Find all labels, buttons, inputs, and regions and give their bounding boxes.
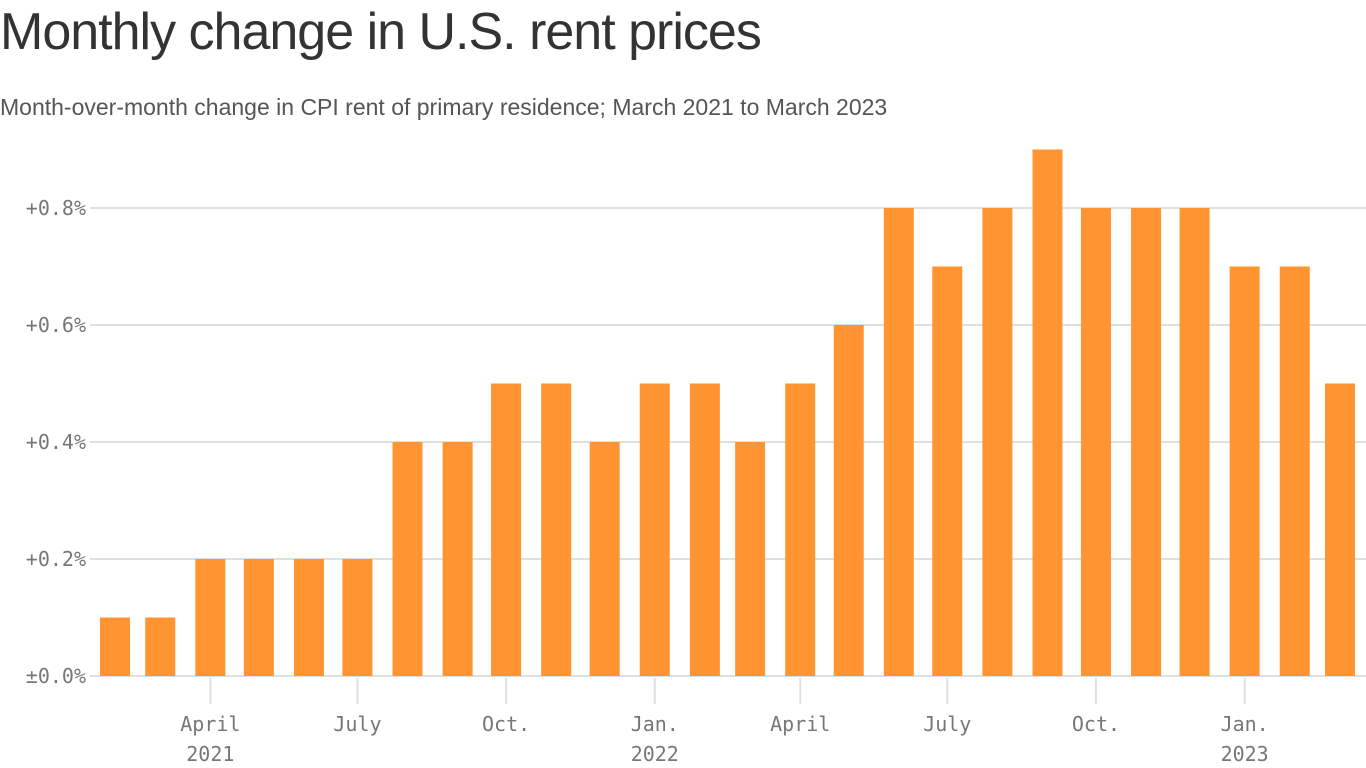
bar [442, 442, 473, 676]
bar [1179, 208, 1210, 676]
x-tick-label: Oct. [1072, 712, 1120, 736]
y-tick-label: +0.4% [26, 430, 86, 454]
bar [735, 442, 766, 676]
bar [342, 559, 373, 676]
bar [1080, 208, 1111, 676]
x-tick-label: July [333, 712, 381, 736]
bar [100, 617, 130, 676]
x-tick-label: Oct. [482, 712, 530, 736]
y-tick-label: +0.8% [26, 196, 86, 220]
bar [491, 383, 522, 676]
x-tick-label: April [180, 712, 240, 736]
bar [1229, 266, 1260, 676]
y-tick-label: ±0.0% [26, 664, 86, 688]
bar [392, 442, 423, 676]
bar [1032, 149, 1063, 676]
x-tick-label: Jan. [631, 712, 679, 736]
bar [1279, 266, 1310, 676]
x-tick-label: Jan. [1221, 712, 1269, 736]
x-tick-year-label: 2023 [1221, 742, 1269, 766]
bar [293, 559, 324, 676]
bar [1131, 208, 1162, 676]
chart-title: Monthly change in U.S. rent prices [0, 3, 762, 61]
chart-subtitle: Month-over-month change in CPI rent of p… [0, 94, 888, 120]
bar [689, 383, 720, 676]
bar [541, 383, 572, 676]
bar [833, 325, 864, 676]
bar [589, 442, 620, 676]
bar [883, 208, 914, 676]
bar [1325, 383, 1355, 676]
bar [195, 559, 226, 676]
x-tick-label: July [923, 712, 971, 736]
y-tick-label: +0.6% [26, 313, 86, 337]
y-tick-label: +0.2% [26, 547, 86, 571]
x-tick-label: April [770, 712, 830, 736]
bar [932, 266, 963, 676]
x-tick-year-label: 2022 [631, 742, 679, 766]
x-tick-year-label: 2021 [186, 742, 234, 766]
bar [243, 559, 274, 676]
bar [639, 383, 670, 676]
bar [145, 617, 176, 676]
bar [982, 208, 1013, 676]
bar [785, 383, 816, 676]
